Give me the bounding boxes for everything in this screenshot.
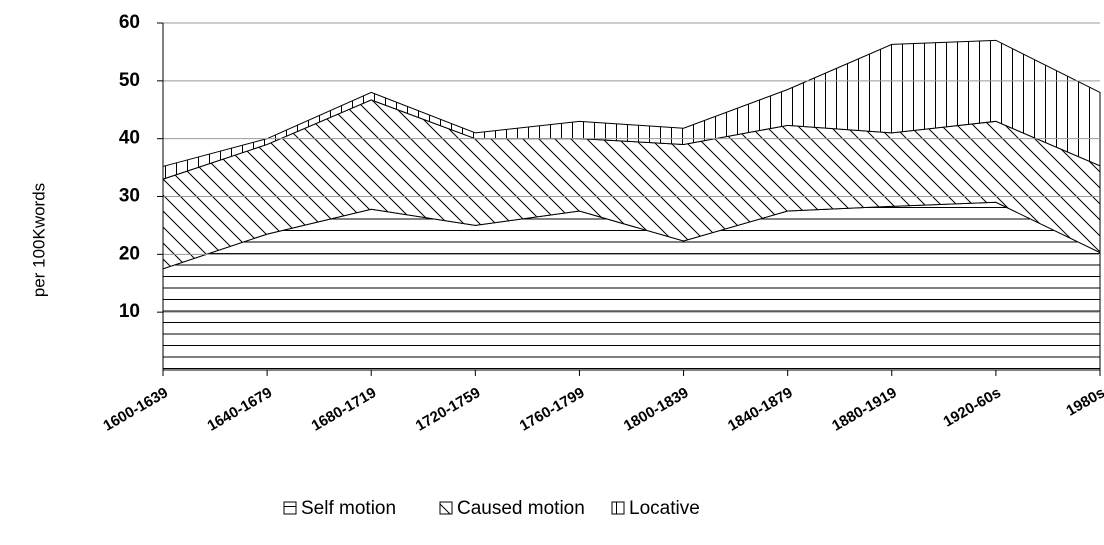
legend-label: Locative xyxy=(629,498,700,519)
area xyxy=(162,39,1101,180)
x-tick-label: 1980s xyxy=(1063,384,1104,420)
y-tick-label: 50 xyxy=(119,70,140,91)
y-tick-label: 40 xyxy=(119,128,140,149)
y-tick-label: 30 xyxy=(119,186,140,207)
legend-swatch xyxy=(283,501,297,515)
y-tick-label: 60 xyxy=(119,12,140,33)
legend-swatch xyxy=(611,501,625,515)
legend-label: Caused motion xyxy=(457,498,585,519)
y-tick-label: 10 xyxy=(119,301,140,322)
y-axis-label: per 100Kwords xyxy=(29,183,48,297)
legend-swatch xyxy=(439,501,453,515)
x-tick-label: 1720-1759 xyxy=(413,384,484,435)
x-tick-label: 1920-60s xyxy=(940,384,1003,430)
y-tick-label: 20 xyxy=(119,243,140,264)
x-tick-label: 1800-1839 xyxy=(621,384,692,435)
x-tick-label: 1880-1919 xyxy=(829,384,900,435)
legend-label: Self motion xyxy=(301,498,396,519)
x-tick-label: 1600-1639 xyxy=(100,384,171,435)
x-tick-label: 1680-1719 xyxy=(309,384,380,435)
area xyxy=(162,201,1101,371)
x-tick-label: 1640-1679 xyxy=(204,384,275,435)
x-tick-label: 1760-1799 xyxy=(517,384,588,435)
x-tick-label: 1840-1879 xyxy=(725,384,796,435)
